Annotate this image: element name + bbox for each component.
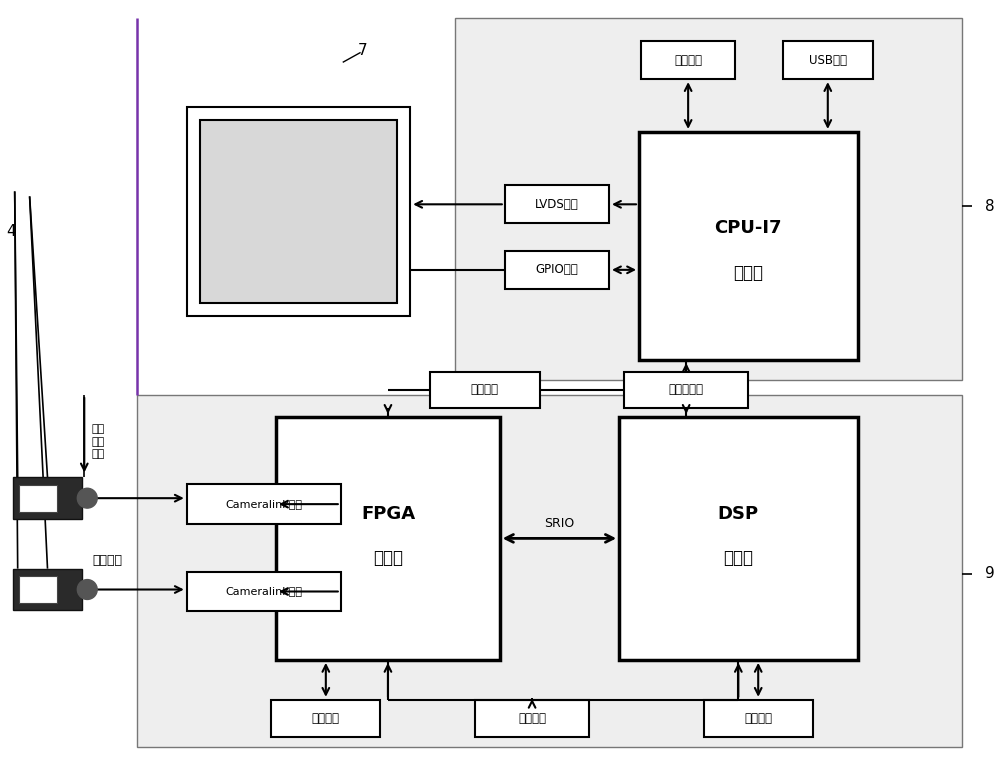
FancyBboxPatch shape [475,700,589,738]
Text: 时钟模块: 时钟模块 [518,712,546,725]
Text: DSP: DSP [718,505,759,523]
Text: CPU-I7: CPU-I7 [715,219,782,236]
FancyBboxPatch shape [137,395,962,748]
Circle shape [77,488,97,508]
FancyBboxPatch shape [200,120,397,303]
Text: GPIO接口: GPIO接口 [536,263,578,276]
FancyBboxPatch shape [187,107,410,316]
FancyBboxPatch shape [505,186,609,223]
Text: 以太网接口: 以太网接口 [669,383,704,397]
Text: 9: 9 [985,566,995,581]
Text: Cameralink接口: Cameralink接口 [225,587,302,597]
FancyBboxPatch shape [455,18,962,380]
FancyBboxPatch shape [187,571,341,611]
Text: 存储模块: 存储模块 [744,712,772,725]
FancyBboxPatch shape [430,372,540,408]
FancyBboxPatch shape [639,132,858,360]
FancyBboxPatch shape [619,417,858,660]
Text: 电源模块: 电源模块 [471,383,499,397]
Text: LVDS接口: LVDS接口 [535,198,579,211]
Text: SRIO: SRIO [544,517,575,530]
FancyBboxPatch shape [187,484,341,524]
FancyBboxPatch shape [13,569,82,611]
Text: 存储模块: 存储模块 [312,712,340,725]
FancyBboxPatch shape [271,700,380,738]
Text: FPGA: FPGA [361,505,415,523]
Text: 图像数据: 图像数据 [92,554,122,567]
FancyBboxPatch shape [624,372,748,408]
Text: Cameralink接口: Cameralink接口 [225,499,302,509]
FancyBboxPatch shape [704,700,813,738]
FancyBboxPatch shape [505,251,609,289]
Text: 处理器: 处理器 [723,549,753,567]
Text: 4: 4 [6,223,16,239]
Text: 存储模块: 存储模块 [674,54,702,67]
FancyBboxPatch shape [783,42,873,79]
Text: 处理器: 处理器 [733,264,763,283]
FancyBboxPatch shape [19,485,57,512]
Text: 7: 7 [358,43,367,58]
Circle shape [77,580,97,599]
FancyBboxPatch shape [641,42,735,79]
FancyBboxPatch shape [19,576,57,604]
Text: USB接口: USB接口 [809,54,847,67]
Text: 8: 8 [985,199,994,214]
FancyBboxPatch shape [276,417,500,660]
Text: 相机
控制
信号: 相机 控制 信号 [91,424,104,459]
FancyBboxPatch shape [13,477,82,519]
Text: 处理器: 处理器 [373,549,403,567]
